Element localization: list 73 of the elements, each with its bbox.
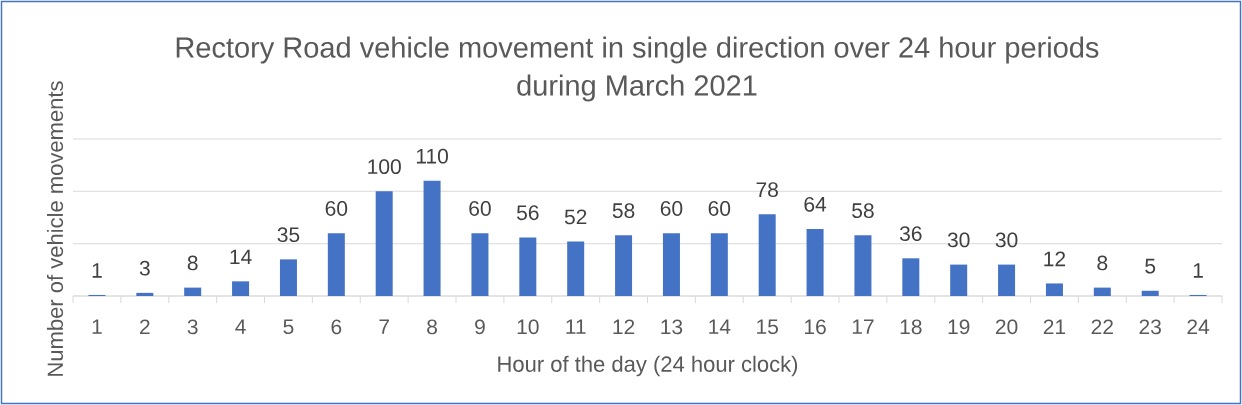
chart-title: Rectory Road vehicle movement in single direction over 24 hour periods during March 2021 (176, 36, 1099, 102)
x-tick-label: 7 (379, 319, 389, 334)
x-tick-label: 17 (852, 319, 874, 334)
bar (806, 229, 824, 296)
x-tick-label: 9 (475, 319, 485, 335)
x-tick-label: 4 (235, 319, 246, 334)
bar (327, 233, 345, 296)
data-label: 56 (516, 205, 539, 221)
data-label: 8 (187, 255, 198, 271)
data-label: 60 (660, 201, 683, 216)
x-tick-label: 12 (613, 319, 635, 335)
bar (423, 180, 441, 296)
bar (232, 281, 250, 296)
x-tick-label: 10 (517, 319, 539, 335)
x-tick-label: 24 (1187, 319, 1210, 335)
data-label: 5 (1145, 258, 1156, 274)
x-tick-label: 8 (427, 319, 437, 335)
bar (1093, 287, 1111, 296)
bar (136, 292, 154, 296)
data-label: 58 (852, 203, 874, 219)
x-tick-label: 14 (709, 319, 731, 334)
x-tick-label: 18 (900, 319, 922, 335)
bar (471, 233, 489, 296)
x-tick-label: 1 (92, 319, 102, 334)
data-label: 60 (469, 201, 491, 216)
data-label: 12 (1044, 251, 1066, 267)
bar (1045, 283, 1063, 296)
data-label: 36 (899, 226, 922, 242)
x-tick-label: 5 (283, 319, 294, 335)
bar (950, 264, 968, 296)
bar (854, 235, 872, 296)
bar (567, 241, 585, 296)
x-tick-label: 21 (1043, 319, 1066, 335)
data-label: 52 (564, 209, 587, 225)
bar (184, 287, 202, 296)
x-tick-label: 22 (1091, 319, 1113, 335)
x-tick-label: 13 (661, 319, 683, 335)
bar (375, 191, 393, 296)
bar (710, 233, 728, 296)
y-axis-title: Number of vehicle movements (46, 81, 64, 376)
bar (758, 214, 776, 296)
bar (998, 264, 1016, 296)
data-label: 110 (416, 148, 448, 164)
data-label: 58 (612, 203, 635, 219)
x-tick-label: 20 (995, 319, 1018, 335)
x-tick-label: 19 (948, 319, 970, 335)
data-label: 30 (947, 232, 970, 248)
data-label: 60 (708, 201, 731, 216)
data-label: 100 (368, 159, 401, 175)
data-label: 78 (756, 182, 778, 198)
bar (519, 237, 537, 296)
data-label: 8 (1097, 255, 1108, 271)
bar (1141, 290, 1159, 296)
x-tick-label: 2 (140, 319, 150, 335)
x-tick-label: 6 (331, 319, 342, 335)
x-tick-label: 3 (187, 319, 198, 335)
bar (615, 235, 633, 296)
x-tick-label: 11 (566, 319, 586, 334)
data-label: 3 (139, 260, 150, 276)
bar (662, 233, 680, 296)
x-axis-title: Hour of the day (24 hour clock) (498, 355, 798, 377)
bar (279, 259, 297, 296)
data-label: 14 (230, 249, 252, 265)
data-label: 1 (92, 263, 102, 278)
data-label: 35 (277, 227, 300, 243)
x-tick-label: 15 (757, 319, 778, 335)
x-tick-label: 23 (1139, 319, 1161, 335)
x-tick-label: 16 (804, 319, 826, 335)
data-label: 1 (1193, 263, 1203, 278)
data-label: 60 (325, 201, 348, 216)
data-label: 64 (804, 196, 827, 212)
data-label: 30 (995, 232, 1018, 248)
bar (902, 258, 920, 296)
